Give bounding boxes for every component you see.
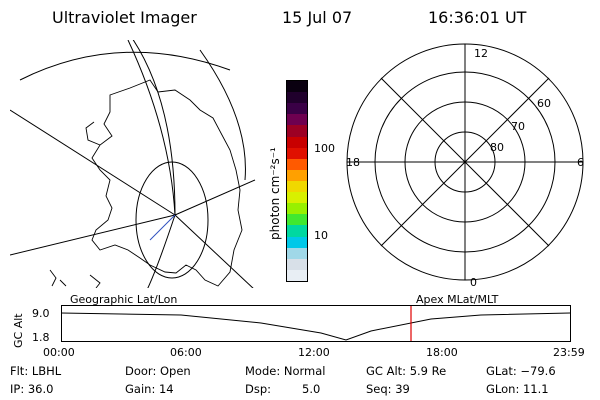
polar-label-right: 6 [577, 156, 584, 169]
seq-info: Seq: 39 [366, 382, 410, 396]
geographic-map [10, 40, 256, 288]
polar-ring-label-70: 70 [511, 120, 525, 133]
polar-label-top: 12 [474, 47, 488, 60]
colorbar-band [287, 169, 307, 182]
timeline-xtick-1: 06:00 [170, 346, 202, 359]
altitude-curve [60, 312, 571, 341]
colorbar-band [287, 81, 307, 93]
timeline-chart [60, 305, 571, 342]
colorbar-band [287, 214, 307, 226]
glon-info: GLon: 11.1 [486, 382, 549, 396]
colorbar-unit-label: photon cm⁻²s⁻¹ [268, 147, 282, 240]
colorbar-band [287, 236, 307, 249]
timeline-xtick-4: 23:59 [553, 346, 585, 359]
time-label: 16:36:01 UT [428, 8, 527, 27]
track-line [149, 214, 176, 241]
colorbar-band [287, 158, 307, 171]
timeline-ytick-low: 1.8 [32, 331, 50, 344]
colorbar-band [287, 114, 307, 126]
colorbar-band [287, 181, 307, 193]
latitude-circle [19, 51, 231, 81]
timeline-xtick-2: 12:00 [298, 346, 330, 359]
meridian-line [174, 179, 256, 216]
meridian-line [174, 214, 254, 288]
meridian-line [147, 214, 176, 288]
colorbar-tick-10: 10 [314, 229, 328, 242]
mode-info: Mode: Normal [245, 364, 326, 378]
latitude-circle [199, 49, 246, 181]
colorbar-band [287, 147, 307, 160]
dsp-value: 5.0 [302, 382, 321, 396]
coastline [91, 79, 243, 287]
coastline [89, 274, 101, 288]
coastline [85, 121, 101, 146]
timeline-ytick-high: 9.0 [32, 307, 50, 320]
timeline-xtick-3: 18:00 [426, 346, 458, 359]
colorbar-band [287, 92, 307, 104]
colorbar-band [287, 103, 307, 115]
ip-info: IP: 36.0 [10, 382, 54, 396]
meridian-line [127, 40, 176, 216]
timeline-axis-label: GC Alt [12, 313, 25, 348]
dsp-label: Dsp: [245, 382, 272, 396]
door-info: Door: Open [125, 364, 191, 378]
timeline-frame [61, 305, 571, 342]
timeline-left-label: Geographic Lat/Lon [70, 293, 178, 306]
timeline-xtick-0: 00:00 [43, 346, 75, 359]
polar-label-left: 18 [346, 156, 360, 169]
meridian-line [10, 109, 176, 216]
latitude-circle [135, 161, 209, 279]
colorbar-band [287, 269, 307, 281]
colorbar [286, 80, 308, 282]
colorbar-band [287, 125, 307, 138]
polar-label-bottom: 0 [470, 276, 477, 289]
filter-info: Flt: LBHL [10, 364, 62, 378]
polar-ring-label-80: 80 [490, 141, 504, 154]
colorbar-band [287, 258, 307, 271]
colorbar-band [287, 203, 307, 215]
polar-ring-label-60: 60 [537, 97, 551, 110]
timeline-right-label: Apex MLat/MLT [416, 293, 499, 306]
instrument-title: Ultraviolet Imager [52, 8, 197, 27]
date-label: 15 Jul 07 [282, 8, 353, 27]
glat-info: GLat: −79.6 [486, 364, 556, 378]
polar-diagonal [380, 77, 550, 247]
gain-info: Gain: 14 [125, 382, 174, 396]
colorbar-band [287, 247, 307, 260]
gc-alt-info: GC Alt: 5.9 Re [366, 364, 447, 378]
colorbar-band [287, 136, 307, 149]
colorbar-tick-100: 100 [314, 142, 335, 155]
colorbar-band [287, 225, 307, 238]
latitude-circle [132, 40, 176, 216]
polar-plot [346, 43, 584, 281]
coastline [49, 269, 67, 287]
colorbar-band [287, 192, 307, 204]
meridian-line [10, 214, 176, 256]
